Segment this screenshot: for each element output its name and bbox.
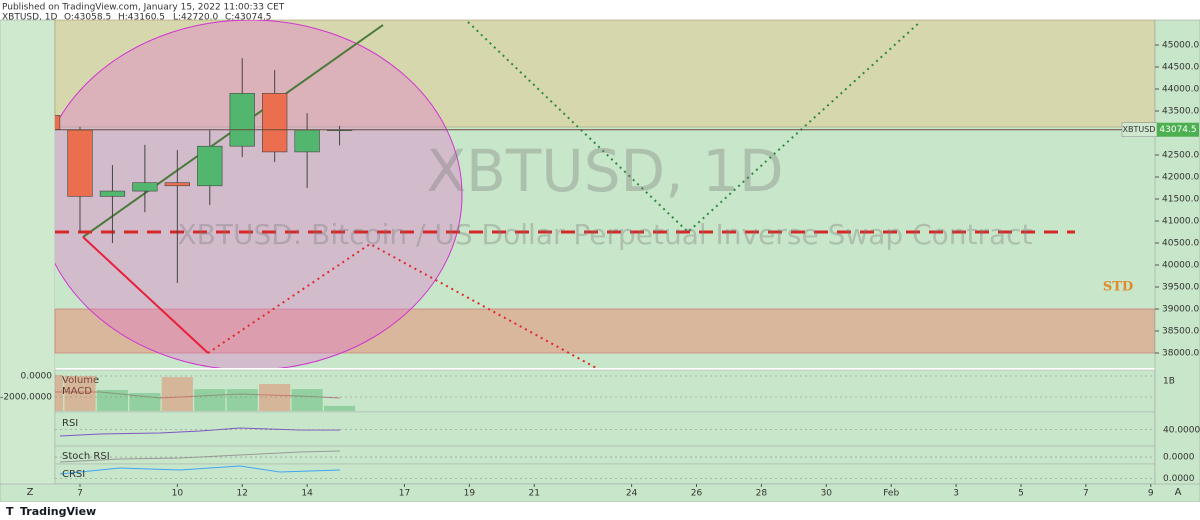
pane-tick-label: 0.0000 [1163,453,1195,463]
pane-tick-label: 0.0000 [21,371,53,381]
logo-mark: 𝗧 [6,505,14,518]
y-tick-label: 38000.0 [1162,348,1199,358]
x-tick-label: 5 [1018,489,1024,499]
candle-body [67,129,93,197]
volume-bar [161,377,193,411]
pane-tick-label: -2000.0000 [0,393,52,403]
stoch-pane [54,445,1156,465]
y-tick-label: 41500.0 [1162,194,1199,204]
trend-line [82,236,209,354]
ellipse [55,20,463,368]
y-tick-label: 38500.0 [1162,326,1199,336]
x-tick-label: 30 [821,489,833,499]
x-tick-label: 9 [1148,489,1154,499]
x-tick-label: 17 [399,489,410,499]
drawings [55,20,1075,368]
ohlc-low: L:42720.0 [173,13,219,23]
annotation: STD [1103,280,1133,295]
ohlc-high: H:43160.5 [118,13,165,23]
symbol-interval: XBTUSD, 1D [2,13,58,23]
candle-body [164,182,190,187]
x-tick-label: 26 [691,489,703,499]
x-tick-label: 14 [301,489,313,499]
crsi-line [59,465,341,475]
price-tag-label: 43074.5 [1159,125,1196,135]
volume-bar [55,375,64,411]
x-tick-label: 3 [953,489,959,499]
volume-bar [194,389,226,411]
watermark-symbol: XBTUSD, 1D [426,137,783,205]
volume-bar [129,393,161,411]
volume-tick-label: 1B [1163,377,1175,387]
y-tick-label: 44500.0 [1162,62,1199,72]
x-tick-label: 19 [464,489,476,499]
x-tick-label: 12 [237,489,248,499]
pane-tick-label: 0.0000 [1163,474,1195,484]
y-tick-label: 42500.0 [1162,150,1199,160]
y-tick-label: 42000.0 [1162,172,1199,182]
candle-body [197,145,223,187]
ohlc-open: O:43058.5 [64,13,111,23]
price-axis [1154,19,1200,486]
volume-bar [259,384,291,411]
ohlc-close: C:43074.5 [225,13,272,23]
volume-bars [55,375,356,411]
y-tick-label: 41000.0 [1162,216,1199,226]
candles [55,58,353,284]
volume-bar [323,405,356,411]
pane-label: Volume [62,375,99,386]
candle-body [229,93,255,147]
symbol-tag-label: XBTUSD [1123,125,1156,134]
y-tick-label: 39000.0 [1162,304,1199,314]
logo: TradingView [20,505,96,518]
price-tag [1157,122,1199,137]
y-tick-label: 43500.0 [1162,106,1199,116]
candle-body [99,190,126,197]
pane-tick-label: 40.0000 [1163,425,1200,435]
stoch-line [59,450,341,463]
volume-bar [291,389,323,411]
y-tick-label: 44000.0 [1162,84,1199,94]
footer [0,502,1200,520]
y-tick-label: 40000.0 [1162,260,1199,270]
auto-button[interactable]: Z [27,487,34,498]
pane-label: RSI [62,418,78,429]
x-tick-label: 28 [756,489,768,499]
x-tick-label: 7 [1083,489,1089,499]
y-tick-label: 45000.0 [1162,40,1199,50]
x-tick-label: Feb [883,489,899,499]
volume-bar [64,375,96,411]
left-strip [0,19,56,486]
x-tick-label: 7 [77,489,83,499]
candle-body [132,182,158,192]
pane-label: CRSI [62,469,85,480]
volume-bar [96,390,129,411]
x-tick-label: 24 [626,489,638,499]
candle-body [294,129,320,153]
x-tick-label: 10 [172,489,184,499]
candle-body [55,115,61,130]
pane-label: MACD [62,386,92,397]
zone-lower [54,308,1156,354]
y-tick-label: 40500.0 [1162,238,1199,248]
pane-label: Stoch RSI [62,451,110,462]
watermark-description: XBTUSD: Bitcoin / US Dollar Perpetual In… [177,218,1032,251]
published-note: Published on TradingView.com, January 15… [2,3,285,13]
candle-body [262,93,288,153]
x-tick-label: 21 [529,489,540,499]
scale-button[interactable]: A [1175,487,1182,498]
volume-bar [226,389,258,411]
y-tick-label: 39500.0 [1162,282,1199,292]
macd-line [55,391,341,399]
